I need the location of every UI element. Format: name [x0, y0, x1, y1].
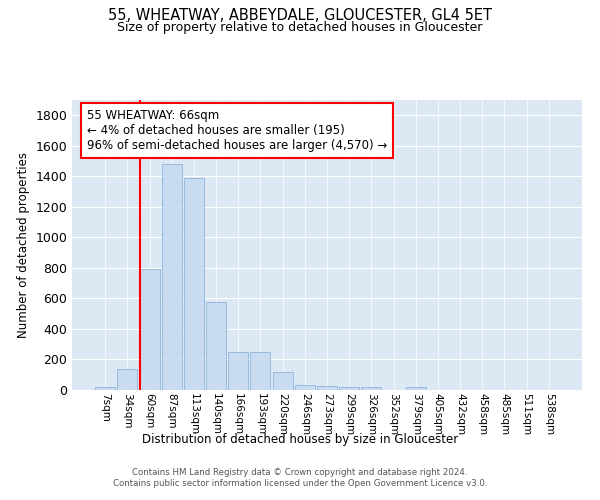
Y-axis label: Number of detached properties: Number of detached properties: [17, 152, 30, 338]
Bar: [361, 388, 382, 390]
Text: Contains HM Land Registry data © Crown copyright and database right 2024.
Contai: Contains HM Land Registry data © Crown c…: [113, 468, 487, 487]
Bar: [162, 164, 182, 390]
Bar: [184, 178, 204, 390]
Bar: [228, 352, 248, 390]
Bar: [206, 302, 226, 390]
Text: Size of property relative to detached houses in Gloucester: Size of property relative to detached ho…: [118, 21, 482, 34]
Bar: [272, 372, 293, 390]
Bar: [118, 370, 137, 390]
Bar: [317, 386, 337, 390]
Bar: [339, 388, 359, 390]
Bar: [250, 352, 271, 390]
Bar: [140, 268, 160, 390]
Bar: [406, 388, 426, 390]
Bar: [295, 384, 315, 390]
Text: Distribution of detached houses by size in Gloucester: Distribution of detached houses by size …: [142, 432, 458, 446]
Text: 55 WHEATWAY: 66sqm
← 4% of detached houses are smaller (195)
96% of semi-detache: 55 WHEATWAY: 66sqm ← 4% of detached hous…: [88, 108, 388, 152]
Text: 55, WHEATWAY, ABBEYDALE, GLOUCESTER, GL4 5ET: 55, WHEATWAY, ABBEYDALE, GLOUCESTER, GL4…: [108, 8, 492, 22]
Bar: [95, 387, 115, 390]
